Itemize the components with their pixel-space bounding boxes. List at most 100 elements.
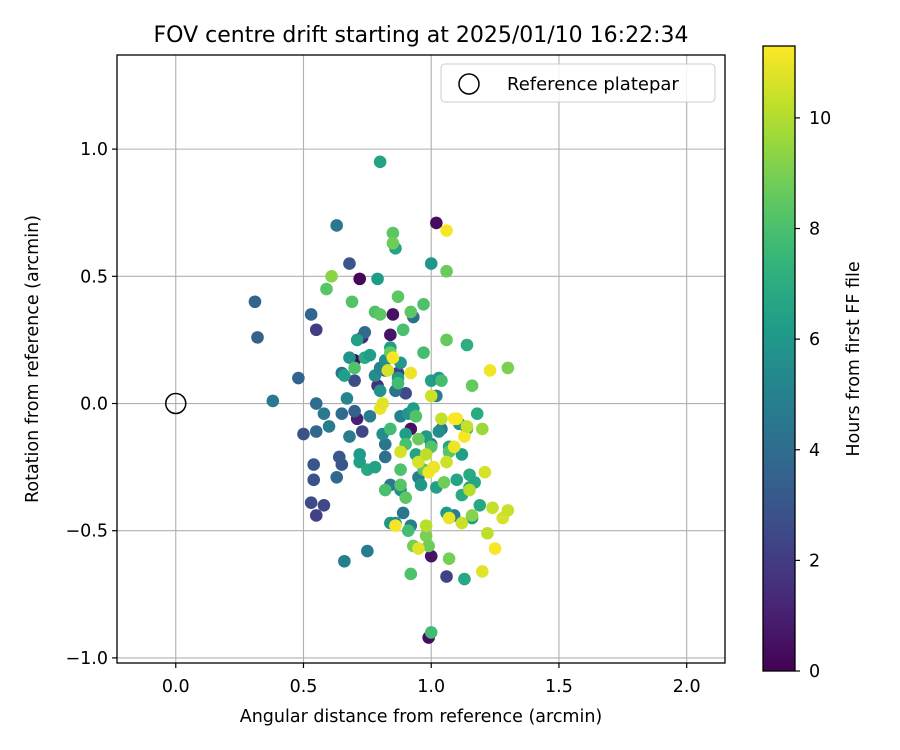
data-point bbox=[440, 570, 453, 583]
data-point bbox=[470, 407, 484, 420]
data-point bbox=[404, 305, 418, 319]
data-point bbox=[391, 376, 405, 390]
colorbar-ticks: 0 2 4 6 8 10 bbox=[795, 109, 831, 682]
data-point bbox=[363, 348, 377, 362]
colorbar-tick-label: 4 bbox=[809, 441, 820, 461]
data-point bbox=[488, 542, 502, 555]
data-point bbox=[412, 432, 425, 446]
grid bbox=[117, 55, 725, 663]
data-point bbox=[292, 371, 305, 385]
y-tick-label: −0.5 bbox=[66, 522, 109, 542]
data-point bbox=[384, 328, 397, 342]
data-point bbox=[340, 392, 354, 405]
data-point bbox=[430, 216, 443, 230]
data-point bbox=[399, 491, 412, 504]
data-point bbox=[419, 529, 433, 543]
data-point bbox=[465, 379, 479, 393]
data-point bbox=[338, 369, 351, 382]
data-point bbox=[251, 331, 264, 344]
colorbar-gradient bbox=[763, 46, 795, 671]
data-point bbox=[343, 430, 356, 443]
x-tick-label: 0.0 bbox=[162, 677, 190, 697]
data-point bbox=[348, 361, 361, 375]
colorbar-tick-label: 8 bbox=[809, 220, 820, 240]
data-point bbox=[478, 465, 492, 479]
y-tick-label: 0.5 bbox=[80, 267, 108, 287]
data-point bbox=[394, 463, 407, 476]
data-point bbox=[309, 509, 323, 522]
data-point bbox=[465, 509, 479, 522]
data-point bbox=[463, 483, 476, 497]
data-point bbox=[309, 323, 323, 337]
data-point bbox=[442, 511, 456, 525]
data-point bbox=[396, 506, 410, 520]
colorbar-tick-label: 10 bbox=[809, 109, 831, 129]
data-point bbox=[304, 496, 318, 510]
data-point bbox=[427, 460, 441, 474]
data-point bbox=[440, 333, 453, 347]
data-point bbox=[348, 374, 361, 387]
data-point bbox=[391, 290, 405, 303]
data-point bbox=[368, 460, 382, 474]
data-point bbox=[399, 427, 412, 441]
data-point bbox=[414, 478, 428, 492]
data-point bbox=[373, 308, 387, 321]
data-point bbox=[378, 437, 392, 451]
legend-marker-icon bbox=[458, 73, 480, 95]
data-point bbox=[304, 308, 318, 321]
data-point bbox=[440, 264, 453, 278]
data-point bbox=[332, 450, 346, 464]
data-point bbox=[343, 351, 356, 365]
data-point bbox=[330, 219, 343, 232]
data-point bbox=[386, 351, 400, 365]
data-point bbox=[422, 539, 435, 553]
x-axis-label: Angular distance from reference (arcmin) bbox=[240, 707, 603, 727]
data-point bbox=[317, 407, 331, 420]
data-point bbox=[419, 448, 433, 461]
y-axis-label: Rotation from reference (arcmin) bbox=[23, 215, 43, 503]
data-point bbox=[309, 397, 323, 410]
colorbar-frame bbox=[762, 45, 796, 672]
data-point bbox=[450, 473, 464, 487]
data-point bbox=[460, 420, 474, 433]
data-point bbox=[399, 387, 412, 400]
data-point bbox=[353, 448, 366, 461]
x-tick-label: 2.0 bbox=[673, 677, 701, 697]
data-point bbox=[376, 397, 389, 410]
data-point bbox=[330, 470, 343, 484]
data-point bbox=[424, 257, 438, 270]
data-point bbox=[404, 366, 418, 380]
data-point bbox=[355, 425, 369, 438]
data-point bbox=[417, 346, 430, 359]
data-point bbox=[307, 458, 321, 471]
data-point bbox=[325, 270, 338, 283]
data-point bbox=[378, 483, 392, 497]
y-tick-label: 1.0 bbox=[80, 140, 108, 160]
data-point bbox=[373, 384, 387, 398]
data-point bbox=[435, 374, 448, 387]
data-point bbox=[437, 476, 451, 489]
data-point bbox=[317, 498, 331, 512]
data-point bbox=[353, 272, 366, 286]
data-point bbox=[358, 325, 372, 339]
data-point bbox=[396, 323, 410, 337]
data-point bbox=[412, 542, 425, 555]
legend: Reference platepar bbox=[440, 63, 716, 103]
data-point bbox=[432, 425, 446, 438]
x-tick-label: 0.5 bbox=[290, 677, 318, 697]
data-point bbox=[440, 224, 453, 237]
data-point bbox=[417, 298, 430, 311]
data-point bbox=[363, 409, 377, 423]
x-tick-label: 1.5 bbox=[545, 677, 573, 697]
data-point bbox=[458, 572, 471, 586]
data-point bbox=[266, 394, 280, 408]
colorbar: 0 2 4 6 8 10 Hours from first FF file bbox=[762, 45, 864, 682]
colorbar-label: Hours from first FF file bbox=[844, 261, 864, 456]
data-point bbox=[424, 389, 438, 403]
data-point bbox=[348, 404, 361, 418]
data-point bbox=[322, 420, 336, 433]
data-point bbox=[343, 257, 356, 270]
data-point bbox=[248, 295, 262, 309]
data-point bbox=[409, 409, 423, 423]
